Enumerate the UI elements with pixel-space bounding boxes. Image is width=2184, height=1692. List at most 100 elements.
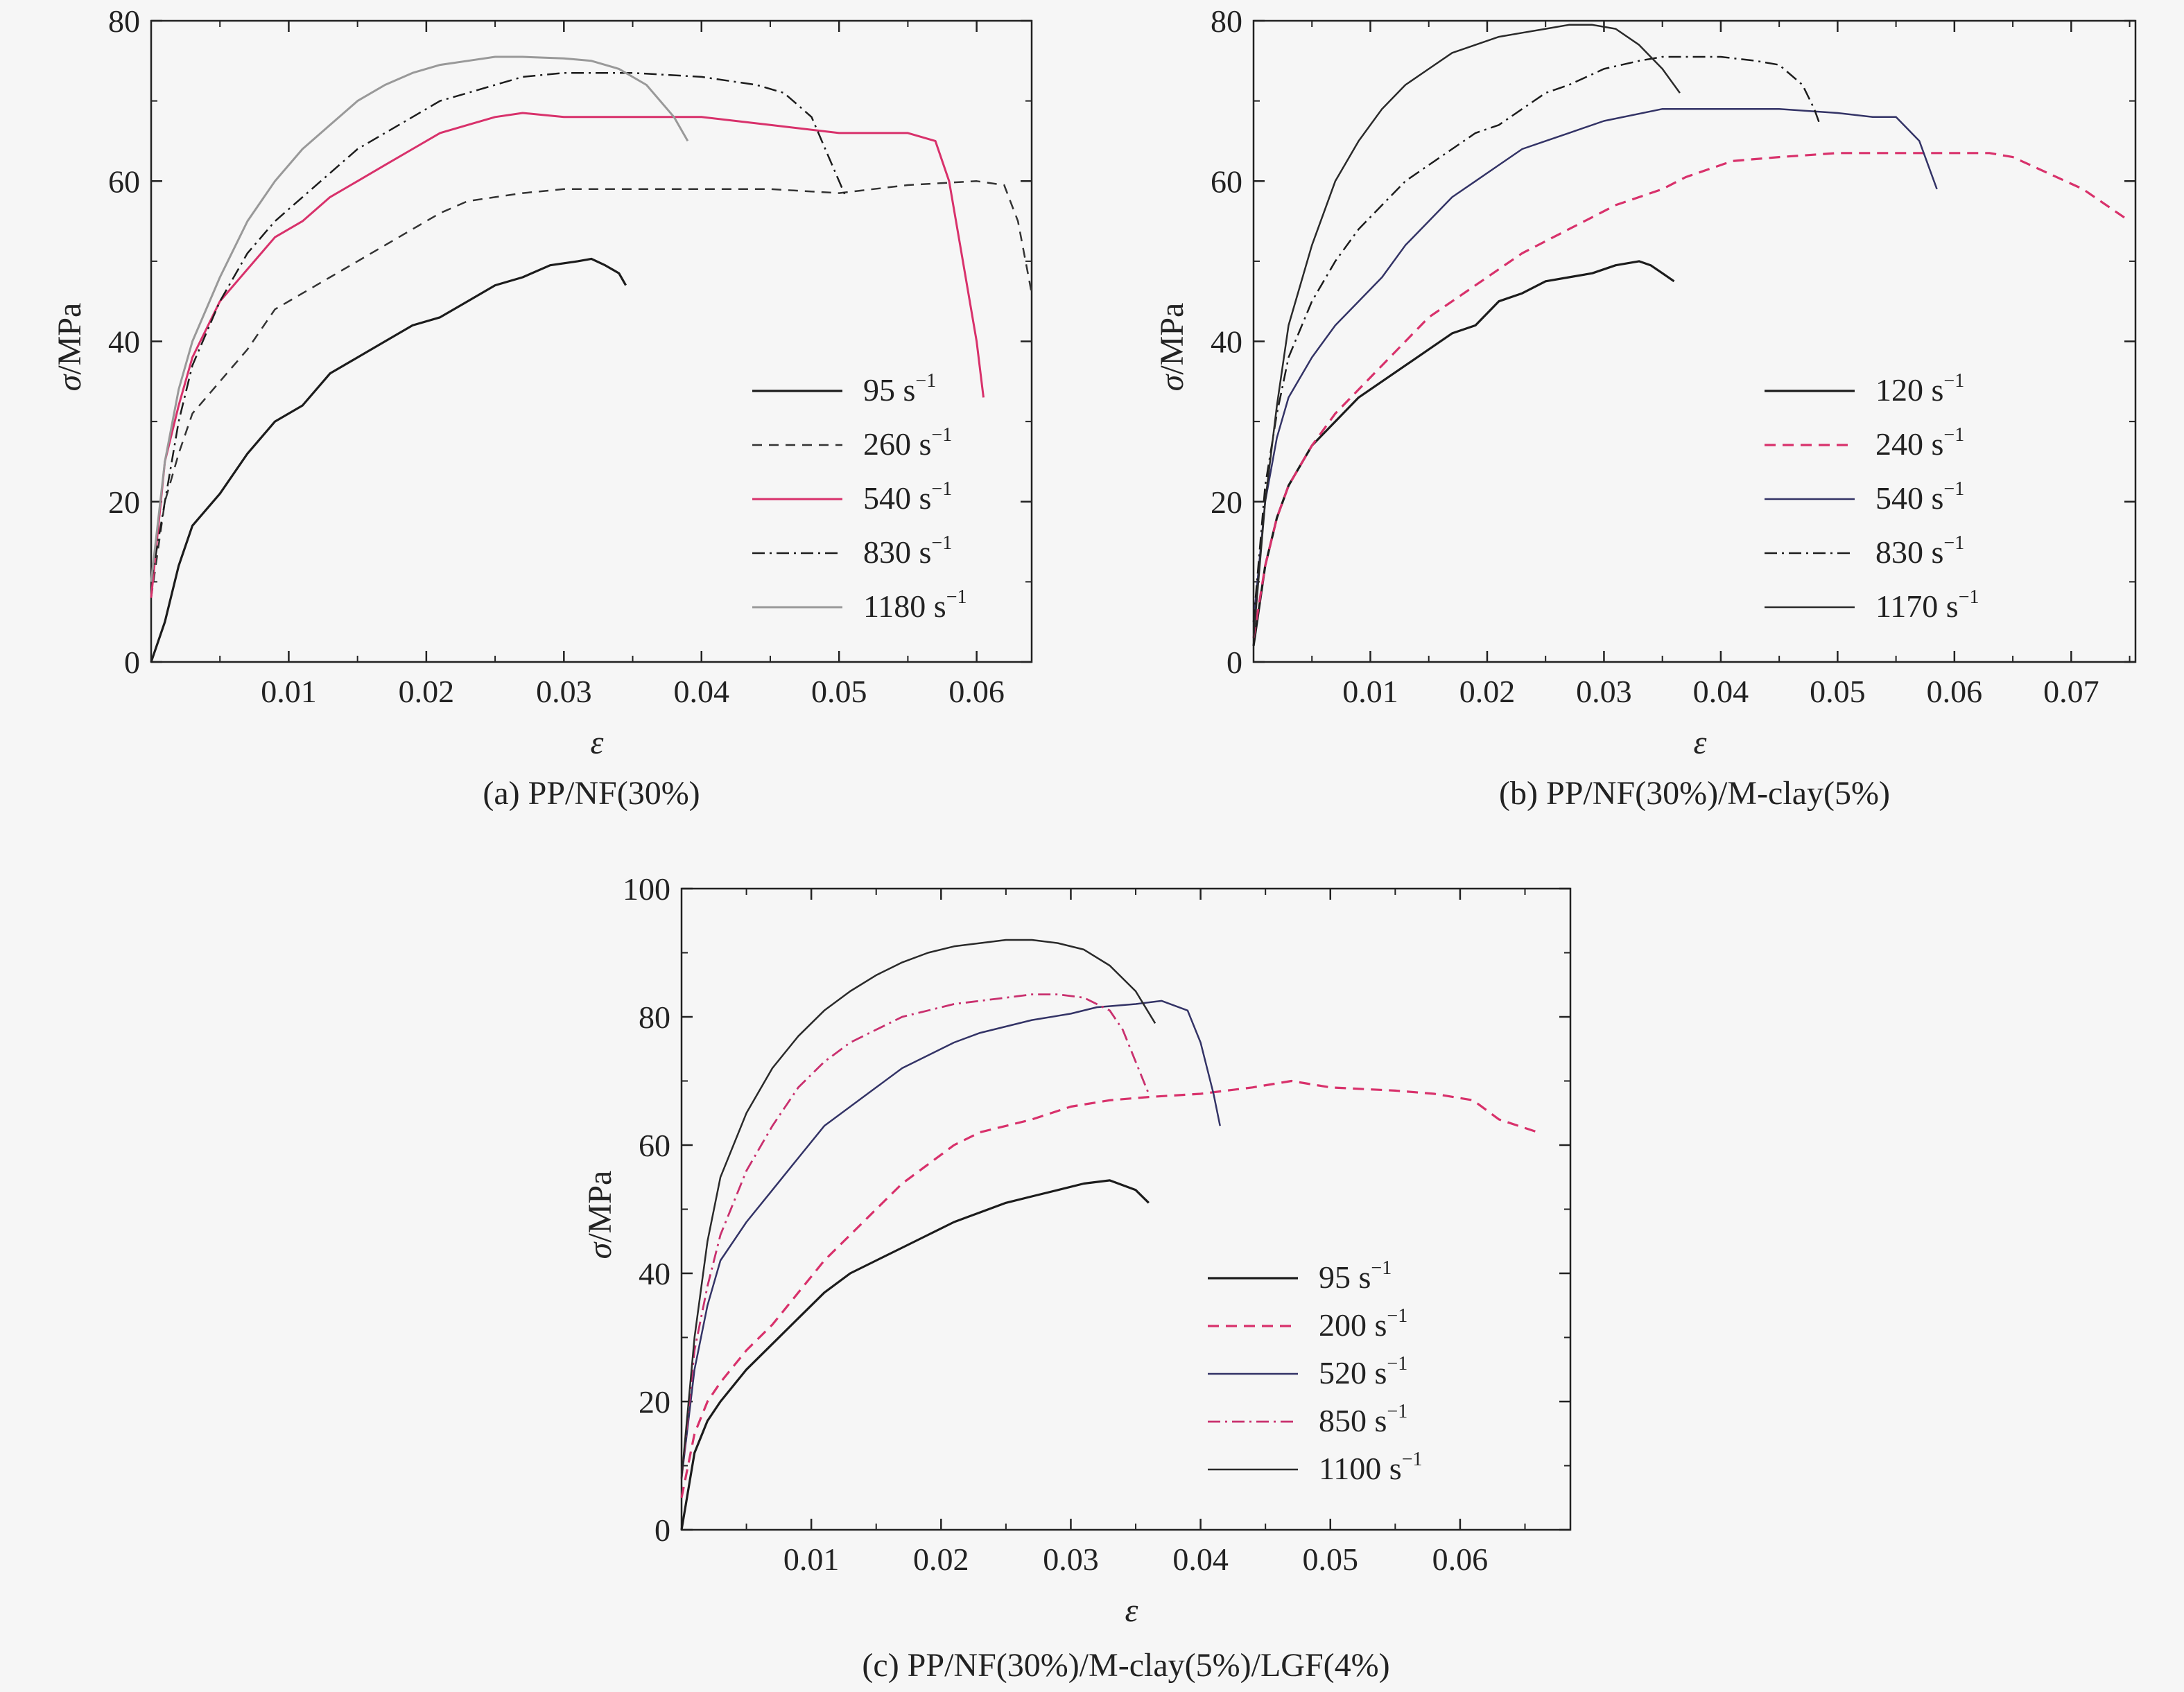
y-tick-label: 20 [639,1384,670,1420]
x-tick-label: 0.06 [948,674,1005,709]
legend-label: 540 s−1 [1875,478,1964,516]
series-line-3 [1252,55,1821,622]
y-tick-label: 60 [108,164,140,199]
x-tick-label: 0.02 [1459,674,1516,709]
y-axis-label: σ/MPa [1154,303,1190,392]
y-tick-label: 0 [124,645,140,680]
legend-label: 850 s−1 [1319,1401,1407,1438]
legend-label: 95 s−1 [863,370,936,408]
series-line-4 [150,55,689,582]
legend-label-superscript: −1 [931,478,952,500]
y-axis-symbol: σ [582,1241,618,1259]
y-tick-label: 40 [639,1256,670,1291]
x-tick-label: 0.05 [811,674,867,709]
legend-label: 240 s−1 [1875,424,1964,462]
x-tick-label: 0.05 [1810,674,1866,709]
y-tick-label: 0 [655,1512,670,1548]
legend-label-text: 95 s [1319,1259,1371,1295]
legend-label-superscript: −1 [931,424,952,446]
legend-label: 260 s−1 [863,424,952,462]
x-tick-label: 0.04 [674,674,730,709]
series-line-4 [680,939,1156,1479]
legend-label-text: 540 s [1875,480,1943,516]
y-tick-label: 60 [1211,164,1242,199]
x-tick-label: 0.04 [1693,674,1749,709]
x-tick-label: 0.06 [1927,674,1983,709]
legend-label: 95 s−1 [1319,1257,1392,1295]
y-axis-unit: /MPa [582,1171,618,1243]
series-line-3 [680,993,1150,1479]
legend-label: 200 s−1 [1319,1305,1407,1343]
y-tick-label: 80 [1211,3,1242,39]
y-tick-label: 60 [639,1128,670,1163]
y-axis-symbol: σ [1154,373,1190,391]
x-tick-label: 0.01 [261,674,317,709]
y-tick-label: 80 [108,3,140,39]
panel-caption: (c) PP/NF(30%)/M-clay(5%)/LGF(4%) [862,1647,1389,1684]
series-line-3 [150,71,847,582]
plot-frame [680,887,1572,1531]
legend-label-superscript: −1 [1943,532,1964,554]
legend-label-superscript: −1 [1387,1401,1407,1422]
x-tick-label: 0.02 [913,1542,969,1577]
legend-label: 1100 s−1 [1319,1449,1423,1486]
legend-label-text: 830 s [863,534,931,570]
x-tick-label: 0.01 [783,1542,840,1577]
legend-label-text: 540 s [863,480,931,516]
legend-label: 1170 s−1 [1875,586,1979,624]
chart-panel-1: 0.01 0.02 0.03 0.04 0.05 0.06 0.07 0 20 40 60 80 ε σ/… [1154,3,2137,812]
series-line-4 [1252,24,1681,638]
series-line-1 [150,180,1033,598]
y-axis-unit: /MPa [1154,303,1190,375]
y-tick-label: 100 [623,871,670,907]
legend-label-text: 1180 s [863,588,946,624]
chart-panel-2: 0.01 0.02 0.03 0.04 0.05 0.06 0 20 40 60 80 100 ε σ/M… [582,871,1572,1684]
legend-label-text: 260 s [863,426,931,462]
legend-label-superscript: −1 [1371,1257,1392,1279]
series-line-1 [1252,152,2131,638]
series-line-2 [680,1000,1221,1479]
legend-label-superscript: −1 [1943,370,1964,392]
legend-label: 520 s−1 [1319,1353,1407,1390]
panel-caption: (b) PP/NF(30%)/M-clay(5%) [1499,775,1890,812]
x-axis-label: ε [591,724,604,761]
x-tick-label: 0.03 [1576,674,1632,709]
y-tick-label: 20 [1211,485,1242,520]
legend-label-text: 830 s [1875,534,1943,570]
legend-label-text: 200 s [1319,1307,1387,1343]
legend-label-superscript: −1 [1402,1449,1423,1470]
legend-label-superscript: −1 [946,586,967,608]
x-axis-label: ε [1125,1592,1138,1629]
x-tick-label: 0.03 [536,674,592,709]
legend-label: 1180 s−1 [863,586,967,624]
legend-label-text: 120 s [1875,372,1943,408]
legend-label-superscript: −1 [1387,1305,1407,1327]
series-line-0 [680,1179,1150,1530]
y-tick-label: 80 [639,1000,670,1035]
legend-label-text: 850 s [1319,1403,1387,1438]
series-line-2 [1252,107,1938,622]
chart-panel-0: 0.01 0.02 0.03 0.04 0.05 0.06 0 20 40 60 80 ε σ/MPa 9… [51,3,1033,812]
legend-label: 830 s−1 [1875,532,1964,570]
y-tick-label: 40 [108,324,140,360]
y-axis-symbol: σ [51,373,88,391]
legend-label-superscript: −1 [931,532,952,554]
x-tick-label: 0.03 [1043,1542,1099,1577]
x-tick-label: 0.02 [399,674,455,709]
y-tick-label: 40 [1211,324,1242,360]
legend-label: 540 s−1 [863,478,952,516]
y-tick-label: 0 [1227,645,1242,680]
legend-label-text: 1100 s [1319,1451,1402,1486]
legend-label-superscript: −1 [915,370,936,392]
x-tick-label: 0.06 [1432,1542,1489,1577]
legend-label-text: 95 s [863,372,915,408]
x-tick-label: 0.01 [1342,674,1398,709]
panel-caption: (a) PP/NF(30%) [483,775,700,812]
series-line-0 [150,257,627,663]
series-line-1 [680,1079,1539,1499]
x-axis-label: ε [1694,724,1707,761]
series-line-2 [150,112,985,598]
plot-frame [1252,19,2137,663]
legend-label-superscript: −1 [1959,586,1979,608]
